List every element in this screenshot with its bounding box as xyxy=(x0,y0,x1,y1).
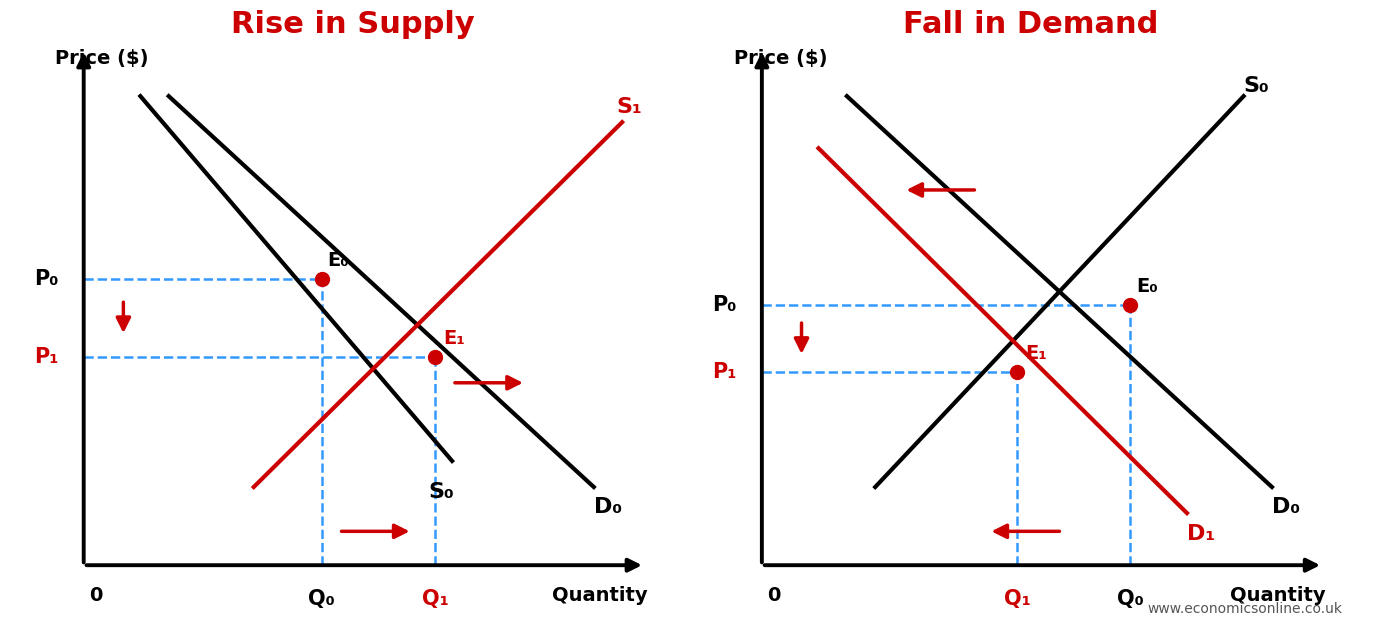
Text: P₀: P₀ xyxy=(33,269,58,289)
Text: Q₀: Q₀ xyxy=(309,589,335,609)
Text: E₀: E₀ xyxy=(1136,277,1157,296)
Text: E₁: E₁ xyxy=(1026,344,1048,364)
Text: Price ($): Price ($) xyxy=(55,49,149,68)
Text: E₁: E₁ xyxy=(444,329,465,348)
Text: S₁: S₁ xyxy=(616,97,642,117)
Text: D₀: D₀ xyxy=(594,498,621,518)
Title: Rise in Supply: Rise in Supply xyxy=(231,10,475,39)
Text: Q₁: Q₁ xyxy=(1003,589,1030,609)
Text: 0: 0 xyxy=(90,586,102,605)
Text: D₀: D₀ xyxy=(1272,498,1300,518)
Text: S₀: S₀ xyxy=(1244,76,1269,96)
Text: 0: 0 xyxy=(768,586,781,605)
Text: www.economicsonline.co.uk: www.economicsonline.co.uk xyxy=(1147,603,1342,616)
Text: P₀: P₀ xyxy=(711,294,736,314)
Text: Q₁: Q₁ xyxy=(422,589,448,609)
Text: Price ($): Price ($) xyxy=(734,49,828,68)
Text: E₀: E₀ xyxy=(328,250,349,270)
Text: D₁: D₁ xyxy=(1187,523,1215,543)
Text: P₁: P₁ xyxy=(711,362,736,382)
Title: Fall in Demand: Fall in Demand xyxy=(904,10,1158,39)
Text: Q₀: Q₀ xyxy=(1117,589,1143,609)
Text: Quantity: Quantity xyxy=(552,586,648,605)
Text: S₀: S₀ xyxy=(428,482,454,502)
Text: Quantity: Quantity xyxy=(1230,586,1326,605)
Text: P₁: P₁ xyxy=(33,347,58,367)
